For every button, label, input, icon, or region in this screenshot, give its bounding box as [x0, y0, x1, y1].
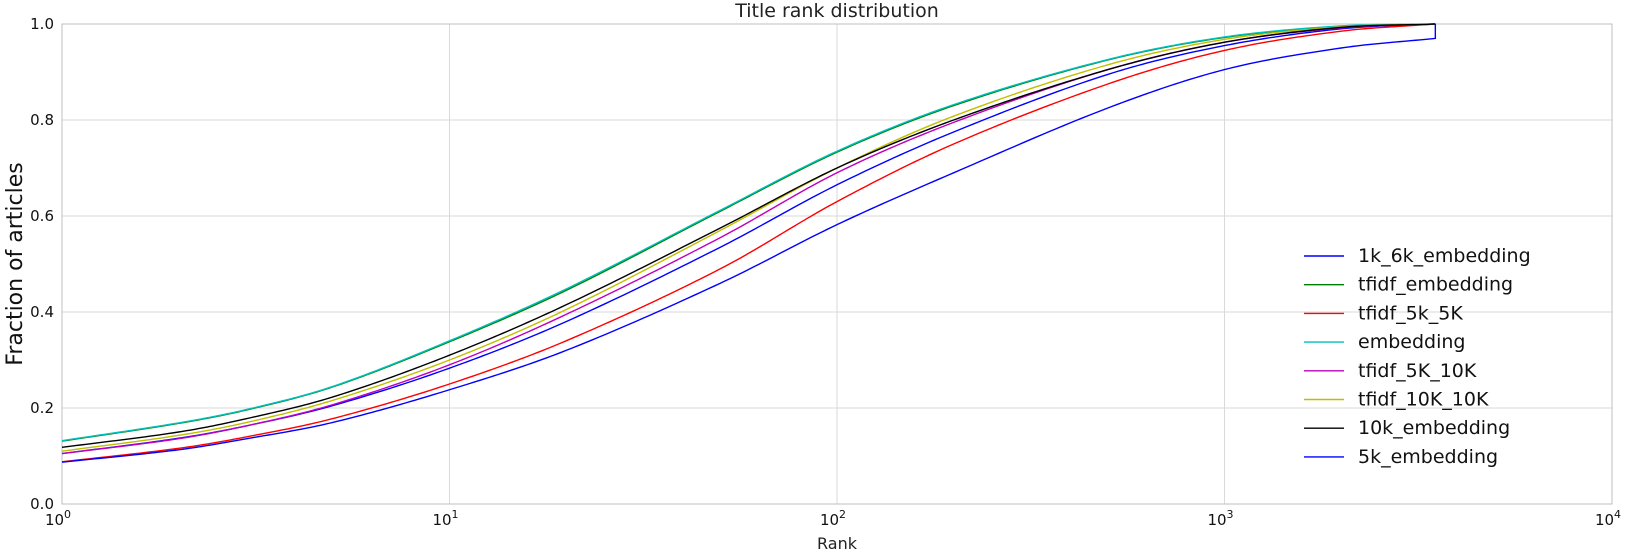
y-tick-label: 1.0 [30, 15, 54, 33]
legend-label: 1k_6k_embedding [1358, 245, 1531, 267]
x-tick-label: 104 [1595, 508, 1621, 529]
chart-title: Title rank distribution [734, 0, 939, 22]
y-tick-label: 0.0 [30, 495, 54, 513]
series-line [61, 23, 1436, 455]
series-line [61, 23, 1436, 452]
y-tick-label: 0.6 [30, 207, 54, 225]
series-line [61, 23, 1436, 463]
legend-label: 10k_embedding [1358, 417, 1510, 439]
x-tick-label: 102 [820, 508, 846, 529]
y-tick-label: 0.2 [30, 399, 54, 417]
legend-label: tfidf_5k_5K [1358, 302, 1463, 324]
series-line [61, 23, 1436, 442]
axis-ticks: 100 101 102 103 104 0.0 0.2 0.4 0.6 0.8 1.0 [30, 15, 1621, 529]
series-line [61, 24, 1437, 463]
legend-label: tfidf_5K_10K [1358, 360, 1477, 382]
plot-area [61, 23, 1613, 505]
x-axis-label: Rank [817, 534, 858, 553]
x-tick-label: 103 [1207, 508, 1233, 529]
legend-label: tfidf_embedding [1358, 274, 1513, 296]
legend-label: embedding [1358, 331, 1465, 353]
y-tick-label: 0.4 [30, 303, 54, 321]
legend: 1k_6k_embedding tfidf_embedding tfidf_5k_5… [1304, 245, 1531, 468]
series-lines [61, 23, 1437, 463]
legend-label: 5k_embedding [1358, 446, 1498, 468]
x-tick-label: 101 [432, 508, 458, 529]
series-line [61, 23, 1436, 455]
y-tick-label: 0.8 [30, 111, 54, 129]
y-axis-label: Fraction of articles [3, 162, 28, 365]
x-tick-label: 100 [45, 508, 71, 529]
series-line [61, 23, 1436, 449]
legend-label: tfidf_10K_10K [1358, 389, 1489, 411]
